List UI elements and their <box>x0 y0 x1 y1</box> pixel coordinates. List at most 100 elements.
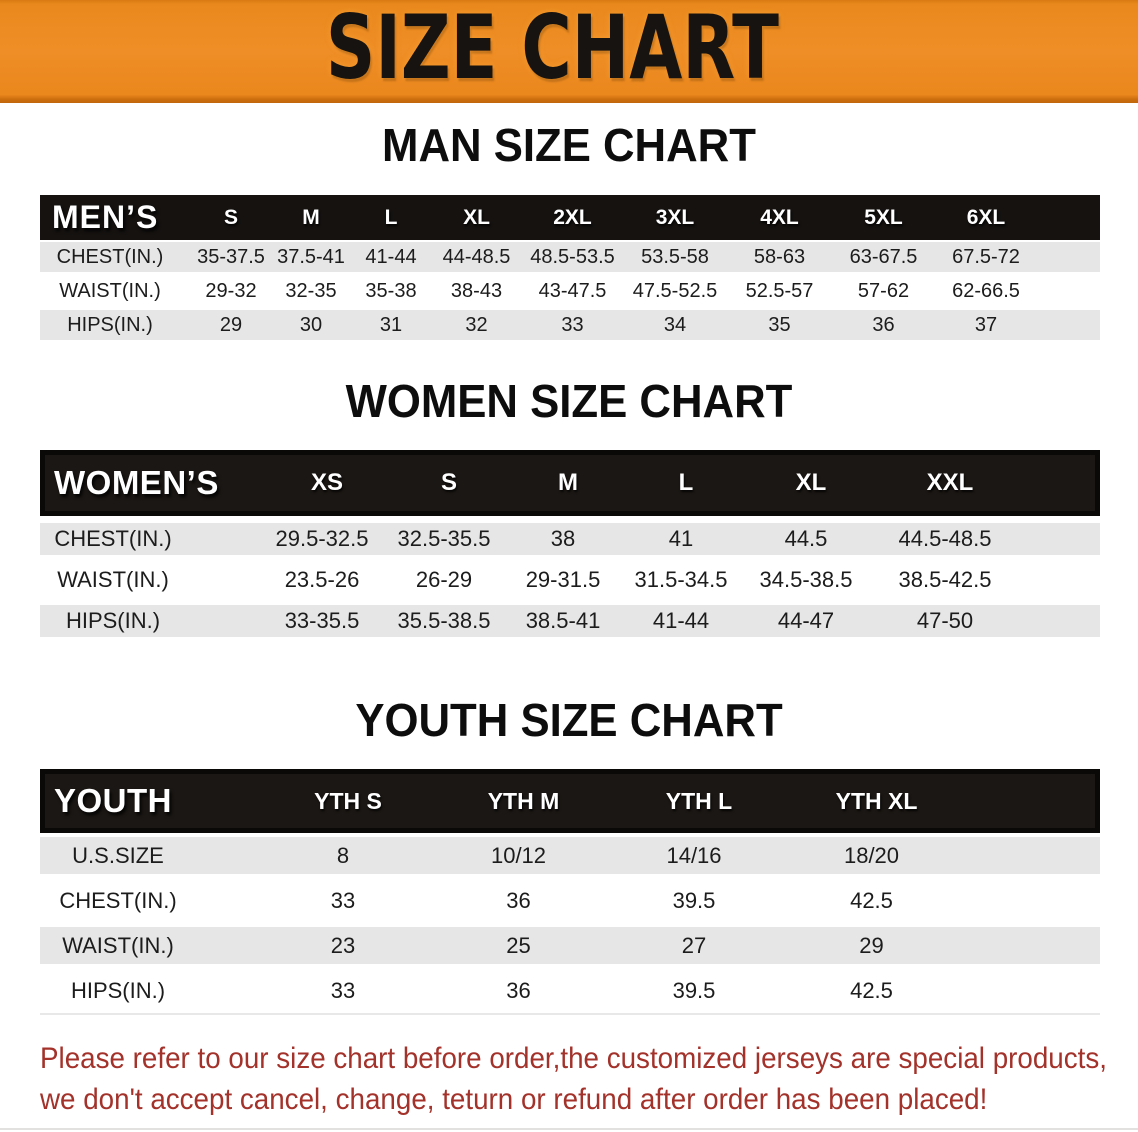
women-section-heading: WOMEN SIZE CHART <box>345 375 793 427</box>
men-column-header-5xl: 5XL <box>864 205 903 229</box>
size-value: 41-44 <box>652 607 710 633</box>
size-value: 35 <box>768 313 791 336</box>
men-row-chest: CHEST(IN.) 35-37.5 37.5-41 41-44 44-48.5… <box>40 240 1100 274</box>
women-column-header-xs: XS <box>310 469 343 496</box>
size-value: 42.5 <box>850 887 893 913</box>
size-value: 35-38 <box>365 279 417 302</box>
women-size-table: WOMEN’S XS S M L XL XXL CHEST(IN.) 29.5-… <box>40 450 1100 641</box>
spacer-cell <box>961 833 1100 878</box>
size-value: 43-47.5 <box>538 279 607 302</box>
men-table-title: MEN’S <box>52 199 159 235</box>
size-value: 23.5-26 <box>284 566 360 592</box>
size-value: 42.5 <box>850 977 893 1003</box>
women-column-header-xl: XL <box>795 469 827 496</box>
spacer-cell <box>1018 518 1100 559</box>
row-label: HIPS(IN.) <box>67 313 153 336</box>
size-value: 47-50 <box>916 607 974 633</box>
row-label: HIPS(IN.) <box>65 607 161 633</box>
row-label: CHEST(IN.) <box>59 887 177 913</box>
size-value: 57-62 <box>857 279 910 302</box>
men-section-heading: MAN SIZE CHART <box>382 119 756 171</box>
size-value: 26-29 <box>415 566 473 592</box>
size-value: 18/20 <box>843 842 900 868</box>
youth-table-title: YOUTH <box>54 782 172 819</box>
size-value: 37.5-41 <box>277 245 345 268</box>
size-value: 39.5 <box>672 977 716 1003</box>
size-value: 52.5-57 <box>745 279 814 302</box>
men-table-header-row: MEN’S S M L XL 2XL 3XL 4XL 5XL 6XL <box>40 195 1100 240</box>
size-value: 67.5-72 <box>952 245 1020 268</box>
size-value: 39.5 <box>672 887 716 913</box>
row-label: CHEST(IN.) <box>56 245 164 268</box>
men-column-header-l: L <box>384 205 398 229</box>
size-value: 29 <box>219 313 243 336</box>
size-value: 10/12 <box>490 842 547 868</box>
size-value: 44.5-48.5 <box>898 525 992 551</box>
row-label: CHEST(IN.) <box>54 525 172 551</box>
youth-column-header-yth-xl: YTH XL <box>835 787 918 814</box>
women-row-waist: WAIST(IN.) 23.5-26 26-29 29-31.5 31.5-34… <box>40 559 1100 600</box>
spacer-cell <box>1037 308 1100 342</box>
women-table-title: WOMEN’S <box>54 464 219 501</box>
spacer-cell <box>1037 274 1100 308</box>
youth-row-hips: HIPS(IN.) 33 36 39.5 42.5 <box>40 968 1100 1013</box>
youth-column-header-yth-s: YTH S <box>314 787 382 814</box>
size-value: 29.5-32.5 <box>275 525 369 551</box>
women-column-header-xxl: XXL <box>926 469 974 496</box>
men-column-header-4xl: 4XL <box>760 205 799 229</box>
spacer-cell <box>1023 455 1105 511</box>
women-row-chest: CHEST(IN.) 29.5-32.5 32.5-35.5 38 41 44.… <box>40 518 1100 559</box>
size-value: 31.5-34.5 <box>634 566 728 592</box>
size-value: 30 <box>299 313 323 336</box>
footer-note: Please refer to our size chart before or… <box>40 1038 1120 1120</box>
size-value: 58-63 <box>753 245 806 268</box>
spacer-cell <box>1037 195 1100 240</box>
size-value: 62-66.5 <box>952 279 1020 302</box>
size-value: 63-67.5 <box>849 245 918 268</box>
size-value: 29-32 <box>205 279 257 302</box>
size-value: 31 <box>379 313 403 336</box>
banner-title: SIZE CHART <box>325 0 779 99</box>
spacer-cell <box>1018 559 1100 600</box>
youth-column-header-yth-m: YTH M <box>487 787 560 814</box>
size-value: 8 <box>336 842 350 868</box>
women-column-header-m: M <box>558 469 578 496</box>
youth-row-waist: WAIST(IN.) 23 25 27 29 <box>40 923 1100 968</box>
men-column-header-m: M <box>302 205 320 229</box>
size-value: 35-37.5 <box>197 245 265 268</box>
size-value: 38-43 <box>450 279 503 302</box>
youth-row-chest: CHEST(IN.) 33 36 39.5 42.5 <box>40 878 1100 923</box>
spacer-cell <box>961 923 1100 968</box>
row-label: HIPS(IN.) <box>70 977 166 1003</box>
men-row-hips: HIPS(IN.) 29 30 31 32 33 34 35 36 37 <box>40 308 1100 342</box>
youth-column-header-yth-l: YTH L <box>665 787 733 814</box>
size-value: 41-44 <box>365 245 417 268</box>
women-column-header-l: L <box>678 469 694 496</box>
youth-size-table: YOUTH YTH S YTH M YTH L YTH XL U.S.SIZE … <box>40 769 1100 1015</box>
size-value: 47.5-52.5 <box>632 279 718 302</box>
size-value: 33 <box>330 887 356 913</box>
youth-section-heading: YOUTH SIZE CHART <box>355 694 783 746</box>
footer-line-1: Please refer to our size chart before or… <box>40 1042 1107 1075</box>
spacer-cell <box>961 968 1100 1013</box>
size-value: 29 <box>859 932 884 958</box>
row-label: U.S.SIZE <box>72 842 164 868</box>
men-column-header-3xl: 3XL <box>655 205 695 229</box>
size-value: 29-31.5 <box>525 566 601 592</box>
size-value: 34.5-38.5 <box>759 566 853 592</box>
men-row-waist: WAIST(IN.) 29-32 32-35 35-38 38-43 43-47… <box>40 274 1100 308</box>
size-value: 48.5-53.5 <box>530 245 615 268</box>
men-size-table: MEN’S S M L XL 2XL 3XL 4XL 5XL 6XL CHEST… <box>40 195 1100 342</box>
size-value: 27 <box>681 932 707 958</box>
size-value: 38.5-41 <box>525 607 601 633</box>
size-value: 41 <box>668 525 694 551</box>
size-value: 53.5-58 <box>641 245 709 268</box>
size-value: 44.5 <box>784 525 828 551</box>
men-column-header-2xl: 2XL <box>553 205 592 229</box>
row-label: WAIST(IN.) <box>57 566 169 592</box>
youth-table-header-row: YOUTH YTH S YTH M YTH L YTH XL <box>40 769 1100 833</box>
men-column-header-6xl: 6XL <box>966 205 1006 229</box>
size-value: 23 <box>330 932 356 958</box>
spacer-cell <box>966 774 1105 828</box>
spacer-cell <box>1037 240 1100 274</box>
